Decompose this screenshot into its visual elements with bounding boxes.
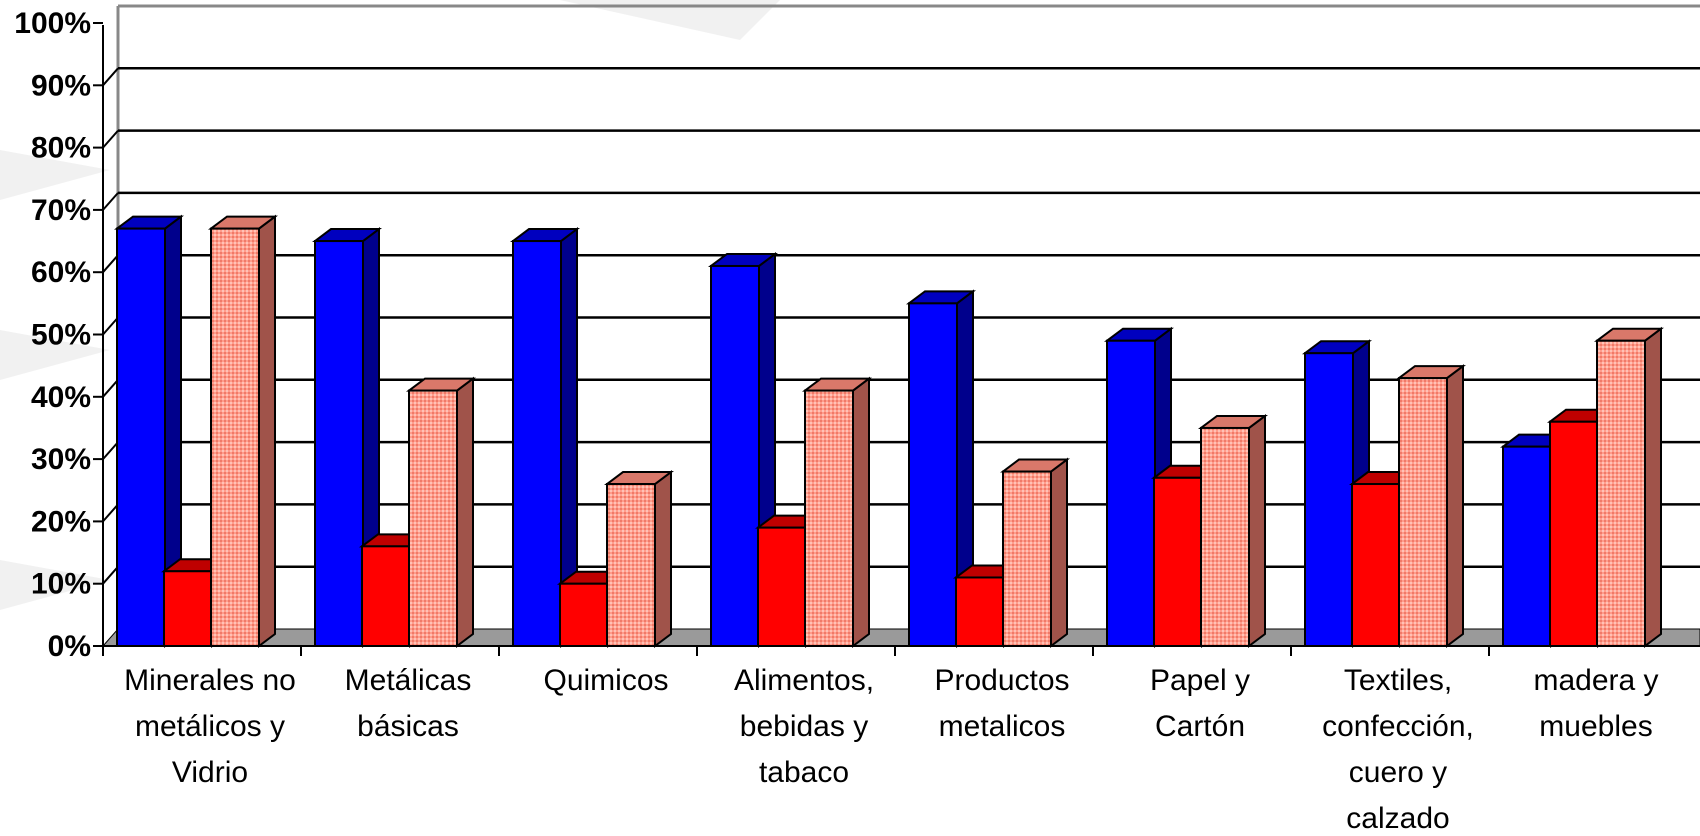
- bar: [604, 470, 674, 648]
- bars: [114, 214, 1664, 648]
- background-watermark: [0, 0, 780, 610]
- y-axis: 0% 10% 20% 30% 40% 50% 60% 70% 80% 90% 100%: [14, 7, 104, 663]
- x-tick-label: Metálicas básicas: [345, 664, 472, 743]
- x-axis: Minerales no metálicos y Vidrio Metálicas bá…: [102, 645, 1700, 835]
- y-tick-label: 10%: [31, 568, 91, 601]
- bar: [1396, 364, 1466, 648]
- x-tick-label: Minerales no metálicos y Vidrio: [124, 664, 296, 789]
- gridline-depth: [102, 503, 119, 523]
- y-tick-label: 30%: [31, 443, 91, 476]
- gridline-depth: [102, 67, 119, 86]
- bar: [1594, 326, 1664, 648]
- x-tick-label: Papel y Cartón: [1150, 664, 1250, 743]
- bar: [208, 214, 278, 648]
- bar: [510, 227, 580, 648]
- bar: [1000, 457, 1070, 648]
- y-tick-label: 80%: [31, 132, 91, 165]
- gridline-depth: [102, 129, 119, 149]
- x-tick-label: madera y muebles: [1533, 664, 1658, 743]
- gridline-depth: [102, 316, 119, 336]
- y-tick-label: 60%: [31, 256, 91, 289]
- bar: [1198, 413, 1268, 648]
- bar: [906, 289, 976, 648]
- x-tick-label: Productos metalicos: [934, 664, 1069, 743]
- y-tick-label: 70%: [31, 194, 91, 227]
- y-tick-label: 20%: [31, 505, 91, 538]
- bar: [406, 376, 476, 648]
- gridline-depth: [102, 441, 119, 460]
- x-tick-label: Textiles, confección, cuero y calzado: [1322, 664, 1474, 835]
- bar: [1302, 339, 1372, 648]
- gridline-depth: [102, 566, 119, 585]
- bar: [802, 376, 872, 648]
- x-tick-label: Alimentos, bebidas y tabaco: [734, 664, 874, 789]
- gridline-depth: [102, 192, 119, 211]
- gridline-depth: [102, 254, 119, 273]
- y-tick-label: 0%: [48, 630, 91, 663]
- y-tick-label: 100%: [14, 7, 91, 40]
- x-tick-label: Quimicos: [543, 664, 668, 697]
- y-tick-label: 40%: [31, 381, 91, 414]
- y-tick-label: 50%: [31, 319, 91, 352]
- y-tick-label: 90%: [31, 69, 91, 102]
- gridline-depth: [102, 379, 119, 398]
